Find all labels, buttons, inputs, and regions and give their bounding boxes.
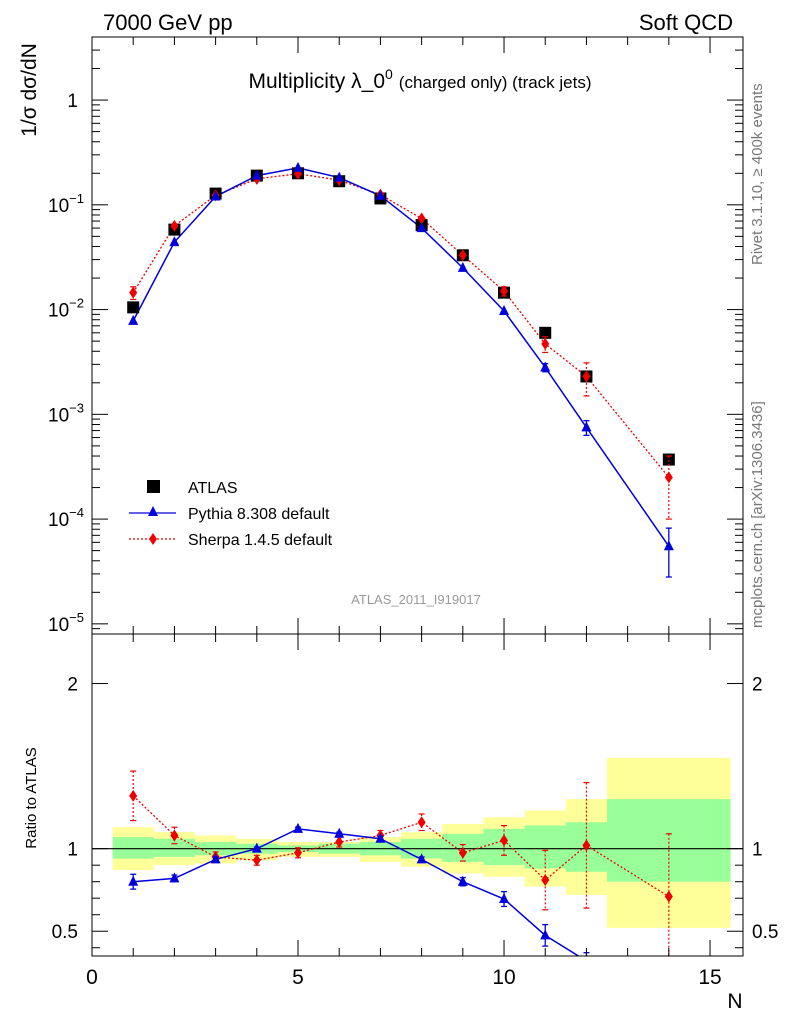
- sherpa-ratio-point: [417, 816, 426, 829]
- pythia-ratio-line: [133, 828, 580, 956]
- sherpa-ratio-point: [541, 874, 550, 887]
- main-y-tick-label: 1: [67, 91, 78, 112]
- pythia-ratio-point: [457, 875, 468, 886]
- pythia-point: [128, 314, 139, 325]
- ratio-y-tick-label-right: 1: [752, 840, 763, 861]
- title-superscript: 0: [385, 66, 393, 82]
- sherpa-point: [582, 370, 591, 383]
- ratio-y-tick-label-right: 0.5: [752, 922, 778, 943]
- sherpa-ratio-point: [458, 846, 467, 859]
- pythia-point: [375, 189, 386, 200]
- ratio-y-tick-label: 0.5: [52, 922, 78, 943]
- pythia-ratio-point: [416, 853, 427, 864]
- legend-atlas-label: ATLAS: [188, 480, 238, 497]
- sherpa-ratio-point: [664, 890, 673, 903]
- atlas-point: [539, 326, 552, 339]
- sherpa-point: [500, 285, 509, 298]
- main-y-tick-label: 10−2: [48, 296, 84, 322]
- x-tick-label: 10: [492, 966, 515, 989]
- analysis-label: ATLAS_2011_I919017: [351, 592, 481, 607]
- sherpa-ratio-point: [129, 789, 138, 802]
- title-suffix: (charged only) (track jets): [399, 73, 592, 92]
- pythia-ratio-point: [499, 893, 510, 904]
- pythia-point: [251, 169, 262, 180]
- legend-pythia-label: Pythia 8.308 default: [188, 506, 330, 523]
- ratio-y-tick-label: 1: [67, 840, 78, 861]
- sherpa-ratio-point: [252, 854, 261, 867]
- category-label: Soft QCD: [639, 10, 733, 35]
- pythia-point: [169, 236, 180, 247]
- pythia-ratio-point: [375, 832, 386, 843]
- sherpa-point: [129, 286, 138, 299]
- energy-label: 7000 GeV pp: [103, 10, 233, 35]
- ratio-frame: [91, 633, 744, 957]
- atlas-point: [127, 301, 140, 314]
- main-y-tick-label: 10−1: [48, 191, 84, 217]
- sherpa-ratio-point: [294, 846, 303, 859]
- ratio-y-axis-label: Ratio to ATLAS: [23, 747, 40, 848]
- x-tick-label: 0: [86, 966, 98, 989]
- x-axis-label: N: [727, 990, 742, 1013]
- ratio-y-tick-label-right: 2: [752, 675, 763, 696]
- pythia-point: [293, 161, 304, 172]
- atlas-point: [662, 453, 675, 466]
- main-y-axis-label: 1/σ dσ/dN: [18, 43, 41, 137]
- main-y-tick-label: 10−4: [48, 505, 84, 531]
- main-y-tick-label: 10−5: [48, 610, 84, 636]
- title-main: Multiplicity λ_0: [248, 70, 385, 93]
- sherpa-ratio-point: [500, 834, 509, 847]
- pythia-point: [416, 222, 427, 233]
- pythia-ratio-point: [251, 842, 262, 853]
- pythia-point: [499, 304, 510, 315]
- x-tick-label: 5: [292, 966, 304, 989]
- sherpa-point: [170, 219, 179, 232]
- sherpa-point: [664, 471, 673, 484]
- legend-atlas-marker: [147, 480, 160, 493]
- pythia-ratio-point: [128, 875, 139, 886]
- pythia-ratio-point: [210, 853, 221, 864]
- mcplots-reference-label: mcplots.cern.ch [arXiv:1306.3436]: [749, 401, 766, 628]
- ratio-y-tick-label: 2: [67, 675, 78, 696]
- atlas-inner-band: [524, 825, 566, 869]
- chart-title: Multiplicity λ_00 (charged only) (track j…: [248, 66, 591, 93]
- atlas-inner-band: [112, 837, 154, 859]
- pythia-point: [457, 261, 468, 272]
- ratio-panel: 0.5 0.5 1 1 2 2 0 5 10 15 Ratio to ATLAS N: [23, 633, 778, 1013]
- atlas-inner-band: [153, 838, 196, 857]
- sherpa-point: [541, 337, 550, 350]
- sherpa-point: [458, 249, 467, 262]
- pythia-point: [334, 171, 345, 182]
- atlas-inner-band: [607, 799, 731, 882]
- pythia-point: [581, 421, 592, 432]
- sherpa-ratio-point: [170, 829, 179, 842]
- pythia-point: [540, 361, 551, 372]
- main-panel: 1 10−1 10−2 10−3 10−4 10−5 Multiplicity λ_00 (…: [18, 36, 744, 636]
- legend-sherpa-label: Sherpa 1.4.5 default: [188, 532, 333, 549]
- pythia-ratio-point: [169, 872, 180, 883]
- pythia-ratio-point: [540, 929, 551, 940]
- sherpa-ratio-point: [582, 839, 591, 852]
- rivet-version-label: Rivet 3.1.10, ≥ 400k events: [749, 83, 766, 265]
- legend-sherpa-marker: [149, 533, 157, 545]
- legend: ATLAS Pythia 8.308 default Sherpa 1.4.5 …: [129, 480, 333, 549]
- pythia-point: [663, 540, 674, 551]
- pythia-point: [210, 190, 221, 201]
- sherpa-ratio-point: [335, 836, 344, 849]
- main-y-tick-label: 10−3: [48, 400, 84, 426]
- x-tick-label: 15: [698, 966, 721, 989]
- pythia-ratio-point: [334, 827, 345, 838]
- legend-pythia-marker: [148, 506, 158, 516]
- sherpa-point: [417, 212, 426, 225]
- sherpa-line: [132, 173, 670, 478]
- pythia-ratio-point: [293, 822, 304, 833]
